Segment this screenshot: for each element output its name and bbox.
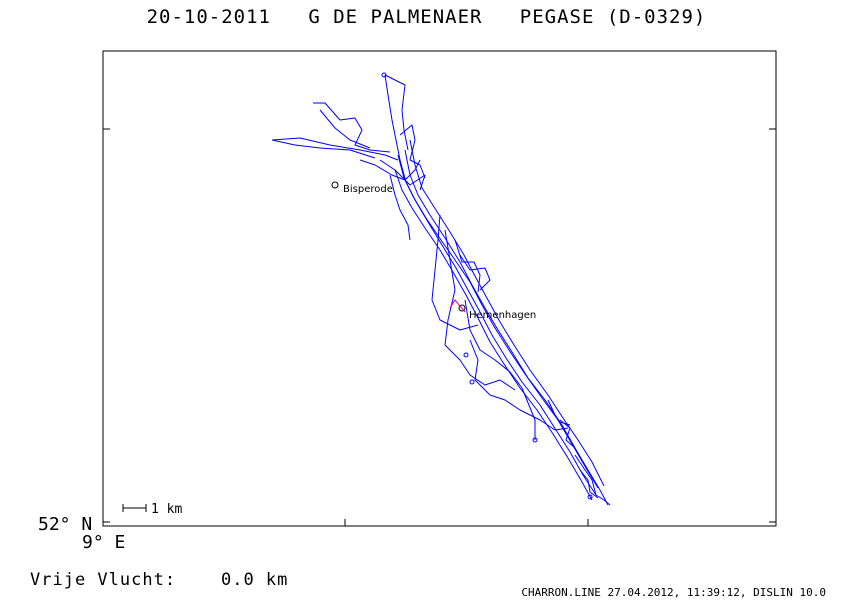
scale-bar-label: 1 km bbox=[151, 502, 182, 517]
track-point bbox=[587, 494, 593, 500]
flight-track bbox=[469, 339, 569, 431]
flight-track bbox=[384, 74, 401, 161]
place-hemenhagen: Hemenhagen bbox=[458, 304, 536, 321]
place-marker-icon bbox=[458, 304, 466, 312]
place-bisperode: Bisperode bbox=[331, 181, 393, 195]
map-frame bbox=[102, 50, 777, 527]
place-marker-icon bbox=[331, 181, 339, 189]
flight-track bbox=[271, 137, 399, 161]
flight-track bbox=[389, 174, 411, 241]
track-point bbox=[532, 437, 538, 443]
flight-tracks bbox=[271, 72, 611, 506]
flight-track bbox=[384, 74, 409, 151]
render-metadata: CHARRON.LINE 27.04.2012, 11:39:12, DISLI… bbox=[521, 586, 826, 599]
flight-track bbox=[431, 214, 479, 331]
flight-track bbox=[444, 229, 516, 391]
flight-title: 20-10-2011 G DE PALMENAER PEGASE (D-0329… bbox=[146, 6, 707, 28]
flight-track bbox=[547, 399, 571, 426]
flight-track bbox=[579, 469, 599, 499]
place-label: Hemenhagen bbox=[469, 310, 536, 321]
flight-track bbox=[394, 169, 593, 501]
frame-ticks bbox=[103, 128, 776, 526]
flight-track bbox=[459, 254, 491, 291]
track-point bbox=[381, 72, 387, 78]
flight-track bbox=[397, 154, 599, 489]
latitude-label: 52° N bbox=[38, 514, 93, 535]
place-label: Bisperode bbox=[343, 184, 393, 195]
flight-track bbox=[379, 159, 426, 191]
flight-track bbox=[454, 239, 481, 293]
free-flight-distance: Vrije Vlucht: 0.0 km bbox=[30, 570, 289, 590]
scale-bar bbox=[122, 504, 147, 512]
track-point bbox=[469, 379, 475, 385]
flight-track bbox=[464, 299, 536, 440]
flight-track bbox=[319, 109, 371, 149]
flight-track bbox=[409, 139, 605, 487]
track-point bbox=[463, 352, 469, 358]
flight-track bbox=[271, 139, 376, 159]
flight-track bbox=[399, 159, 597, 496]
flight-track bbox=[404, 149, 609, 506]
flight-track bbox=[399, 124, 426, 179]
launch-marker-icon bbox=[449, 299, 466, 313]
flight-track bbox=[574, 454, 611, 506]
longitude-label: 9° E bbox=[82, 532, 126, 553]
flight-track bbox=[359, 159, 421, 181]
flight-track bbox=[313, 102, 391, 153]
